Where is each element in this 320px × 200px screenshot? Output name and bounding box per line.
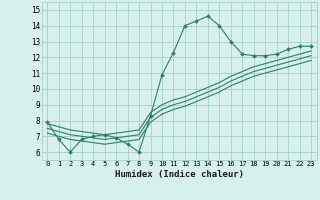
X-axis label: Humidex (Indice chaleur): Humidex (Indice chaleur) [115,170,244,179]
